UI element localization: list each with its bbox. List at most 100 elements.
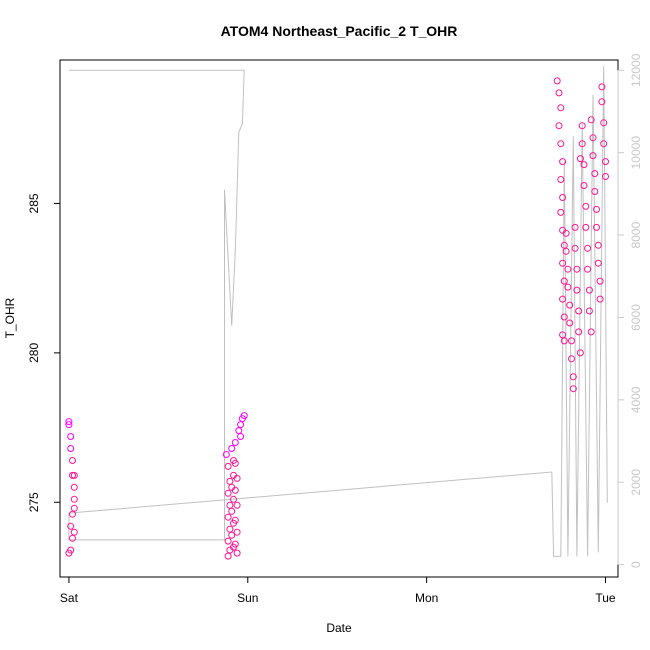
y-axis-label: T_OHR — [3, 297, 17, 338]
y-left-tick-label: 280 — [27, 343, 41, 363]
x-tick-label: Mon — [415, 591, 438, 605]
data-point — [557, 104, 565, 112]
data-point — [226, 477, 234, 485]
data-point — [224, 552, 232, 560]
data-point — [230, 495, 237, 503]
data-point — [231, 439, 239, 446]
data-point — [65, 421, 73, 429]
data-point — [569, 373, 577, 381]
data-point — [559, 158, 567, 166]
y-right-tick-label: 12000 — [629, 53, 643, 87]
data-point — [600, 119, 608, 127]
data-point — [70, 483, 78, 491]
data-point — [562, 229, 570, 237]
data-point — [67, 445, 75, 452]
data-point — [231, 486, 239, 494]
data-point — [598, 83, 606, 91]
data-point — [70, 495, 78, 503]
data-point — [564, 265, 572, 273]
data-point — [578, 122, 586, 130]
data-point — [69, 510, 76, 518]
data-point — [70, 471, 78, 479]
data-point — [67, 522, 75, 530]
data-point — [67, 433, 75, 440]
data-point — [568, 355, 575, 363]
data-point — [233, 528, 241, 536]
data-point — [237, 433, 245, 440]
plot-area-border — [59, 59, 619, 578]
y-left-tick-label: 285 — [27, 193, 41, 213]
data-point — [596, 277, 604, 285]
line-series — [68, 66, 608, 557]
data-point — [568, 337, 575, 345]
data-point — [555, 122, 563, 130]
series-line — [68, 66, 608, 557]
data-point — [585, 307, 593, 315]
data-point — [231, 459, 239, 467]
y-right-tick-label: 4000 — [629, 386, 643, 413]
data-point — [564, 283, 572, 291]
data-point — [231, 540, 239, 548]
x-tick-label: Sat — [60, 591, 79, 605]
x-tick-label: Sun — [237, 591, 258, 605]
y-right-tick-label: 0 — [629, 561, 643, 568]
data-point — [600, 140, 608, 148]
axes: Sat Sun Mon Tue 275 280 285 0 2000 4000 6000 8000 10… — [27, 53, 643, 605]
data-point — [233, 549, 241, 557]
data-point — [582, 202, 590, 210]
data-point — [576, 155, 584, 163]
data-point — [593, 223, 600, 231]
data-point — [580, 182, 588, 189]
data-point — [602, 158, 609, 166]
y-right-tick-label: 10000 — [629, 136, 643, 170]
y-left-tick-label: 275 — [27, 492, 41, 512]
data-point — [224, 462, 232, 470]
data-point — [591, 170, 599, 178]
y-right-tick-label: 8000 — [629, 221, 643, 248]
data-point — [569, 385, 577, 393]
data-point — [224, 537, 232, 545]
data-point — [585, 286, 593, 294]
data-point — [598, 98, 606, 106]
data-point — [594, 241, 602, 249]
data-point — [589, 134, 597, 142]
data-point — [584, 244, 592, 252]
data-point — [228, 445, 236, 452]
data-point — [233, 501, 241, 509]
data-point — [228, 531, 236, 539]
data-point — [559, 295, 567, 303]
data-point — [559, 259, 567, 267]
data-point — [560, 313, 568, 321]
data-point — [566, 301, 574, 309]
data-point — [559, 194, 567, 201]
data-point — [553, 77, 561, 85]
data-point — [593, 205, 600, 213]
data-point — [575, 328, 583, 336]
data-point — [222, 451, 230, 458]
data-point — [224, 489, 232, 497]
data-point — [560, 241, 568, 249]
chart-title: ATOM4 Northeast_Pacific_2 T_OHR — [221, 23, 458, 39]
data-point — [70, 528, 78, 536]
data-point — [580, 161, 588, 169]
data-point — [226, 525, 234, 533]
data-point — [560, 277, 568, 285]
data-point — [587, 328, 595, 336]
data-point — [573, 265, 581, 273]
data-point — [557, 176, 565, 183]
data-point — [237, 421, 245, 429]
data-point — [555, 89, 563, 97]
data-point — [571, 244, 579, 252]
data-point — [562, 247, 570, 255]
data-point — [582, 223, 590, 231]
data-point — [591, 188, 599, 195]
data-point — [596, 295, 604, 303]
x-tick-label: Tue — [595, 591, 616, 605]
data-point — [584, 265, 592, 273]
data-point — [233, 474, 241, 482]
data-point — [560, 337, 568, 345]
data-point — [602, 173, 609, 180]
y-right-tick-label: 6000 — [629, 304, 643, 331]
data-point — [557, 208, 565, 216]
